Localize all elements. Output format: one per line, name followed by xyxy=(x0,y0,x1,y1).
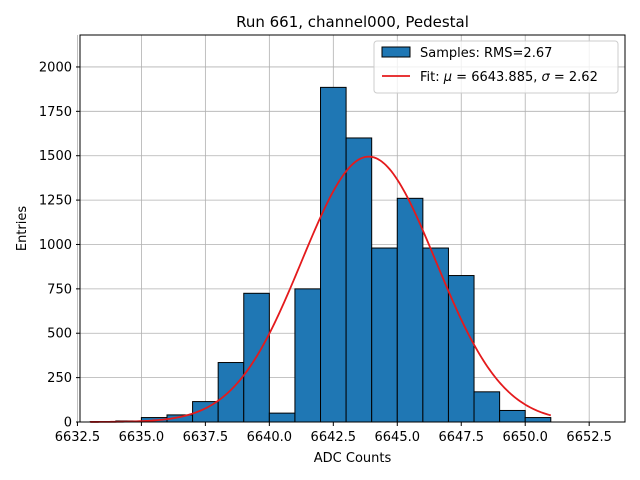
y-tick-label-5: 1250 xyxy=(39,194,72,209)
x-axis-ticks: 6632.5 6635.0 6637.5 6640.0 6642.5 6645.0 6647… xyxy=(55,422,612,445)
histogram-bar-9 xyxy=(320,86,347,423)
y-tick-label-3: 750 xyxy=(47,282,72,297)
chart-title: Run 661, channel000, Pedestal xyxy=(236,13,469,31)
legend-fit-sigma-value: = 2.62 xyxy=(550,70,598,85)
y-tick-label-6: 1500 xyxy=(39,149,72,164)
histogram-bar-8 xyxy=(294,288,322,423)
legend-fit-sigma-symbol: σ xyxy=(542,70,551,85)
legend-label-fit: Fit: μ = 6643.885, σ = 2.62 xyxy=(420,70,598,85)
legend-frame xyxy=(373,40,619,94)
histogram-bar-17 xyxy=(524,417,552,423)
x-tick-label-5: 6645.0 xyxy=(375,430,421,445)
histogram-bar-10 xyxy=(345,137,373,423)
x-tick-label-4: 6642.5 xyxy=(311,430,357,445)
x-tick-label-7: 6650.0 xyxy=(502,430,548,445)
y-tick-label-2: 500 xyxy=(47,327,72,342)
histogram-bar-11 xyxy=(371,247,398,423)
legend-fit-mu-symbol: μ xyxy=(443,70,452,85)
histogram-bar-14 xyxy=(447,275,475,423)
x-tick-label-1: 6635.0 xyxy=(119,430,165,445)
plot-frame xyxy=(79,34,626,423)
y-axis-label: Entries xyxy=(15,206,30,252)
histogram-bar-16 xyxy=(499,409,526,423)
legend-fit-prefix: Fit: xyxy=(420,70,444,85)
x-tick-label-8: 6652.5 xyxy=(566,430,612,445)
histogram-bar-13 xyxy=(422,247,449,423)
y-tick-label-1: 250 xyxy=(47,371,72,386)
x-tick-label-6: 6647.5 xyxy=(438,430,484,445)
legend-swatch-samples xyxy=(381,46,411,58)
histogram-bar-12 xyxy=(396,197,424,423)
x-tick-label-3: 6640.0 xyxy=(247,430,293,445)
y-axis-ticks: 0 250 500 750 1000 1250 1500 1750 2000 xyxy=(39,60,80,431)
histogram-bar-15 xyxy=(473,391,501,423)
legend-fit-mu-value: = 6643.885, xyxy=(452,70,541,85)
y-tick-label-7: 1750 xyxy=(39,105,72,120)
y-tick-label-8: 2000 xyxy=(39,60,72,75)
x-axis-label: ADC Counts xyxy=(314,451,392,466)
legend: Samples: RMS=2.67 Fit: μ = 6643.885, σ =… xyxy=(373,40,619,94)
histogram-bar-5 xyxy=(217,362,245,423)
fit-curve xyxy=(90,155,552,423)
histogram-bar-7 xyxy=(268,412,296,423)
fit-curve-group xyxy=(90,155,552,423)
x-tick-label-2: 6637.5 xyxy=(183,430,229,445)
legend-label-samples: Samples: RMS=2.67 xyxy=(420,46,552,61)
x-tick-label-0: 6632.5 xyxy=(55,430,101,445)
y-tick-label-4: 1000 xyxy=(39,238,72,253)
y-tick-label-0: 0 xyxy=(64,416,72,431)
